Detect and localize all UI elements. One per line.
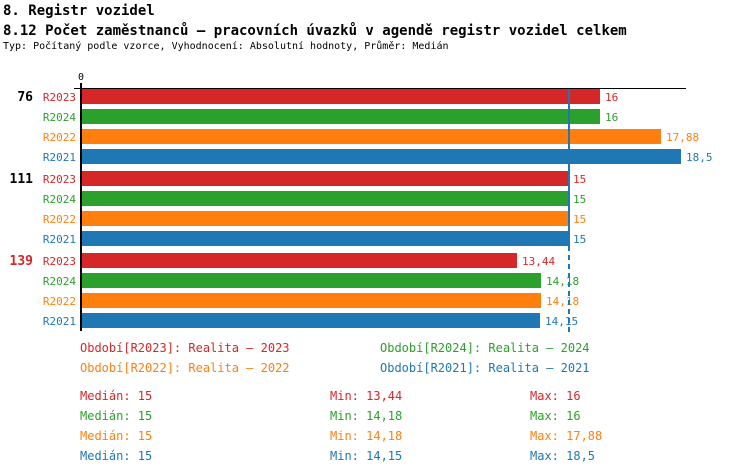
- legend-item-r2023: Období[R2023]: Realita – 2023: [80, 341, 290, 355]
- bar-chart: 0 76 R2023 16 R2024 16 R2022 17,88 R2021 18,5 111…: [9, 72, 713, 333]
- bar: [82, 89, 600, 104]
- bar: [82, 149, 681, 164]
- bar: [82, 231, 568, 246]
- x-axis-line: [74, 88, 686, 89]
- bar: [82, 171, 568, 186]
- stat-median: Medián: 15: [80, 409, 153, 423]
- stats-row-r2024: Medián: 15 Min: 14,18 Max: 16: [80, 409, 740, 423]
- stat-min: Min: 13,44: [330, 389, 403, 403]
- bar-value-label: 14,18: [546, 275, 580, 288]
- bar: [82, 211, 568, 226]
- bar-row-label: R2024: [42, 275, 76, 288]
- bar-row-label: R2022: [42, 213, 76, 226]
- legend-item-r2021: Období[R2021]: Realita – 2021: [380, 361, 590, 375]
- bar-row-label: R2024: [42, 111, 76, 124]
- page-title: 8. Registr vozidel: [3, 3, 155, 19]
- group-label: 139: [9, 254, 33, 269]
- stat-min: Min: 14,18: [330, 409, 403, 423]
- bar-row-label: R2022: [42, 295, 76, 308]
- stat-min: Min: 14,18: [330, 429, 403, 443]
- bar-value-label: 14,18: [546, 295, 580, 308]
- bar-row-label: R2023: [42, 91, 76, 104]
- y-axis-line: [80, 86, 82, 331]
- bar-value-label: 15: [573, 233, 587, 246]
- bar: [82, 253, 517, 268]
- bar-row-label: R2022: [42, 131, 76, 144]
- bar-row-label: R2021: [42, 315, 76, 328]
- bar: [82, 109, 600, 124]
- group-label: 111: [9, 172, 33, 187]
- bar: [82, 273, 541, 288]
- bar-row-label: R2024: [42, 193, 76, 206]
- median-reference-line-solid: [568, 89, 570, 246]
- bar-row-label: R2023: [42, 255, 76, 268]
- stat-max: Max: 17,88: [530, 429, 603, 443]
- bar-value-label: 14,15: [545, 315, 579, 328]
- bar: [82, 313, 540, 328]
- bar-value-label: 18,5: [686, 151, 713, 164]
- legend-item-r2024: Období[R2024]: Realita – 2024: [380, 341, 590, 355]
- stat-median: Medián: 15: [80, 429, 153, 443]
- bar: [82, 293, 541, 308]
- stat-max: Max: 18,5: [530, 449, 596, 463]
- stats-row-r2023: Medián: 15 Min: 13,44 Max: 16: [80, 389, 740, 403]
- bar-value-label: 16: [605, 91, 619, 104]
- bar-row-label: R2021: [42, 151, 76, 164]
- bar: [82, 191, 568, 206]
- chart-title: 8.12 Počet zaměstnanců – pracovních úvaz…: [3, 23, 627, 39]
- bar-value-label: 15: [573, 193, 587, 206]
- bar: [82, 129, 661, 144]
- bar-value-label: 15: [573, 213, 587, 226]
- stat-max: Max: 16: [530, 409, 581, 423]
- bar-value-label: 13,44: [522, 255, 556, 268]
- stats-row-r2021: Medián: 15 Min: 14,15 Max: 18,5: [80, 449, 740, 463]
- legend-item-r2022: Období[R2022]: Realita – 2022: [80, 361, 290, 375]
- bar-value-label: 15: [573, 173, 587, 186]
- chart-subtitle: Typ: Počítaný podle vzorce, Vyhodnocení:…: [3, 41, 449, 52]
- median-reference-line-dashed: [568, 246, 570, 333]
- x-axis-zero-label: 0: [77, 72, 85, 83]
- stats-row-r2022: Medián: 15 Min: 14,18 Max: 17,88: [80, 429, 740, 443]
- group-label: 76: [17, 90, 33, 105]
- stat-max: Max: 16: [530, 389, 581, 403]
- bar-row-label: R2021: [42, 233, 76, 246]
- stat-min: Min: 14,15: [330, 449, 403, 463]
- stat-median: Medián: 15: [80, 449, 153, 463]
- bar-value-label: 16: [605, 111, 619, 124]
- legend: Období[R2023]: Realita – 2023 Období[R202…: [80, 341, 690, 375]
- bar-value-label: 17,88: [666, 131, 700, 144]
- bar-row-label: R2023: [42, 173, 76, 186]
- stat-median: Medián: 15: [80, 389, 153, 403]
